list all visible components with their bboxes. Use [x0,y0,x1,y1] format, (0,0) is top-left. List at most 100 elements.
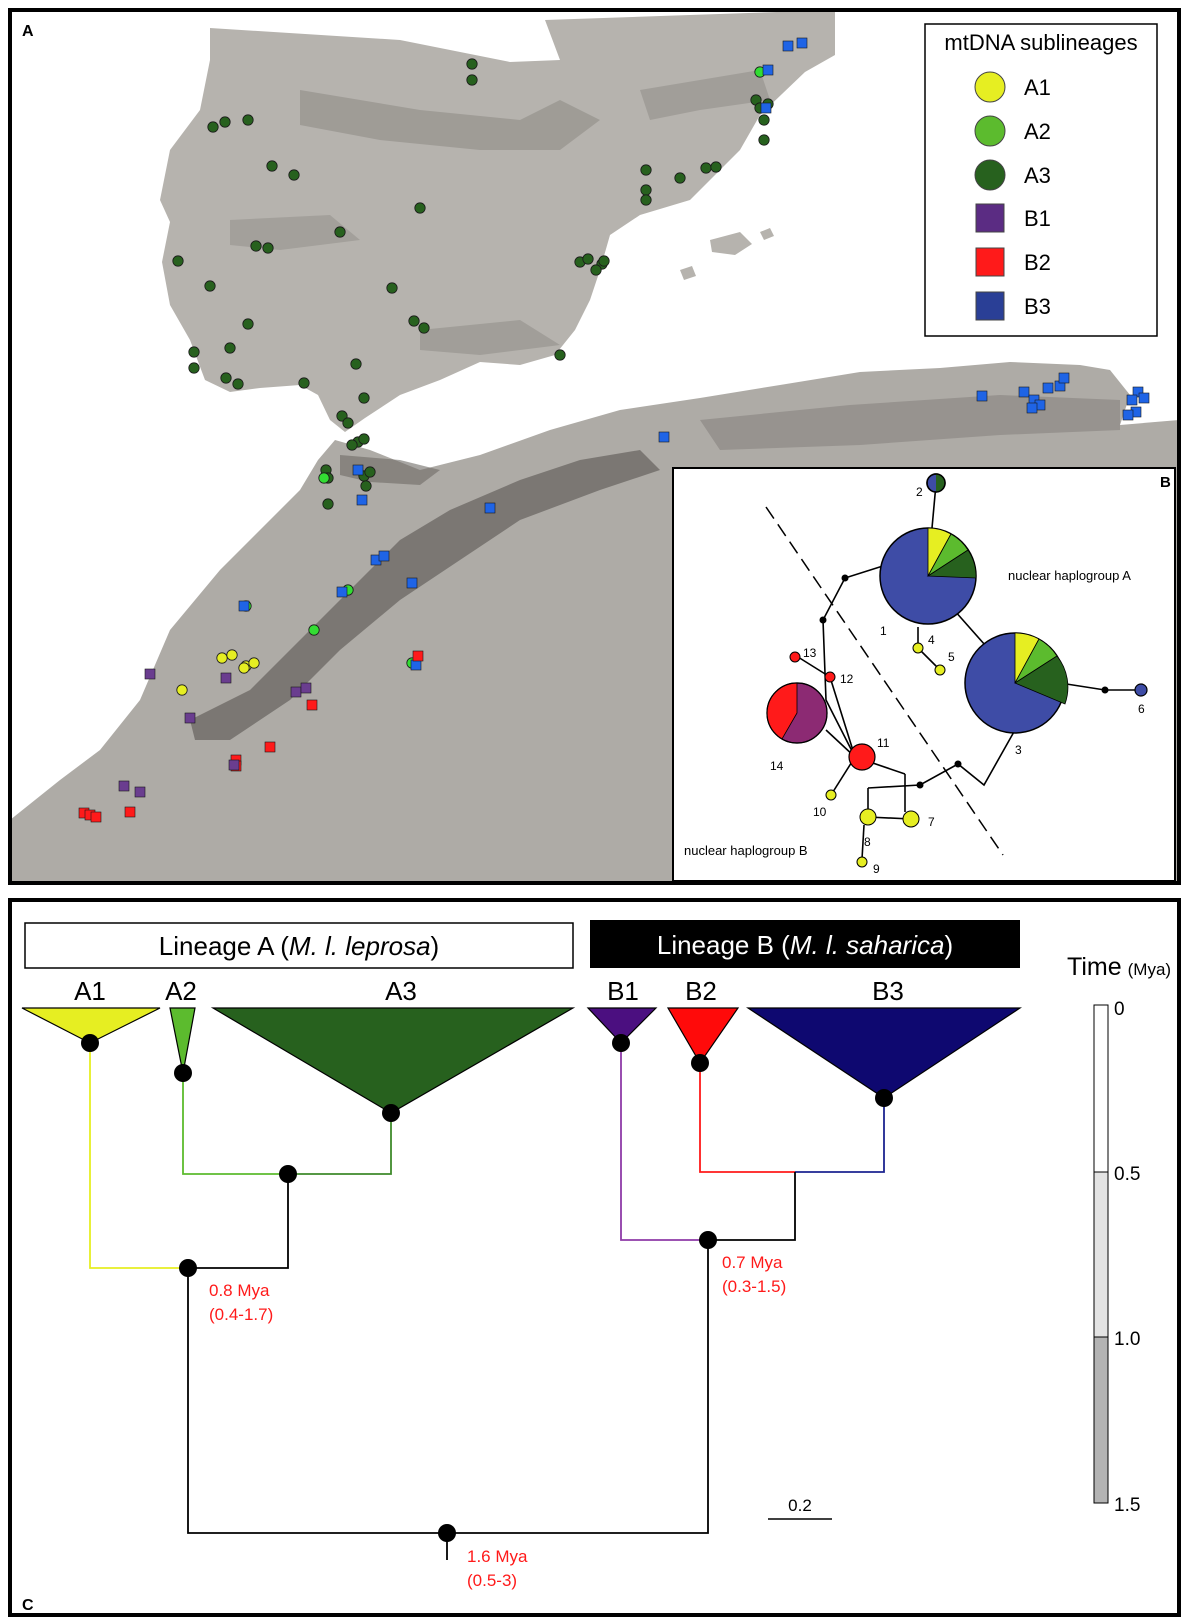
haplotype-2 [926,473,946,493]
sample-point-b1 [144,668,156,680]
haplotype-9 [856,856,868,868]
node-a-ci: (0.4-1.7) [209,1305,273,1324]
sample-point-b2 [264,741,276,753]
clade-b1-triangle [586,1007,658,1044]
tell-relief [700,395,1120,450]
iberia-relief-3 [420,320,560,355]
sample-point-a3 [358,433,370,445]
legend-title: mtDNA sublineages [944,30,1137,55]
legend-a2-label: A2 [1024,119,1051,144]
sample-point-a3 [188,346,200,358]
tree-branches [89,1043,885,1560]
node-lineage-b [699,1231,717,1249]
branch-b3 [795,1098,885,1173]
sample-point-a3 [342,417,354,429]
clade-a1-triangle [21,1007,161,1044]
clade-a3-triangle [210,1007,576,1114]
branch-b1 [620,1043,708,1241]
sample-point-a3 [220,372,232,384]
sample-point-a3 [598,255,610,267]
branch-b2b3-stem [708,1172,796,1241]
sample-point-b3 [1138,392,1150,404]
sample-point-a1 [176,684,188,696]
sample-point-b3 [406,577,418,589]
time-tick-0: 0 [1114,999,1125,1020]
sample-point-a3 [188,362,200,374]
lineage-a-title: Lineage A (M. l. leprosa) [159,931,439,961]
hap-label-8: 8 [864,835,871,849]
sample-point-a3 [350,358,362,370]
clade-b2-triangle [666,1007,740,1065]
sample-point-b3 [484,502,496,514]
legend-a1-label: A1 [1024,75,1051,100]
nuclear-haplogroup-a-label: nuclear haplogroup A [1008,568,1131,583]
hap-label-3: 3 [1015,743,1022,757]
sample-point-a1 [248,657,260,669]
sample-point-b3 [760,102,772,114]
sample-point-b3 [410,659,422,671]
sample-point-a3 [640,164,652,176]
haplotype-11 [848,743,876,771]
lineage-b-title: Lineage B (M. l. saharica) [657,930,953,960]
panel-b-letter: B [1160,474,1171,491]
sample-point-a3 [207,121,219,133]
sample-point-a3 [266,160,278,172]
sample-point-a3 [466,74,478,86]
time-scale: Time (Mya) 0 0.5 1.0 1.5 [1067,953,1171,1516]
hap-label-6: 6 [1138,702,1145,716]
nuclear-haplogroup-b-label: nuclear haplogroup B [684,843,808,858]
sample-point-a3 [674,172,686,184]
sample-point-a3 [700,162,712,174]
legend-b2-symbol [975,247,1005,277]
haplotype-8 [859,808,877,826]
sample-point-b3 [336,586,348,598]
sample-point-b1 [228,759,240,771]
sample-point-b2 [90,811,102,823]
clade-label-b2: B2 [685,976,717,1006]
branch-a1 [89,1043,188,1269]
sample-point-b2 [124,806,136,818]
sample-point-a3 [242,114,254,126]
legend-b3-symbol [975,291,1005,321]
sample-point-a3 [242,318,254,330]
haplotype-10 [825,789,837,801]
sample-point-a3 [758,114,770,126]
node-b-ci: (0.3-1.5) [722,1277,786,1296]
sample-point-b2 [306,699,318,711]
hap-label-2: 2 [916,485,923,499]
node-b3 [875,1089,893,1107]
legend-b3-label: B3 [1024,294,1051,319]
sample-point-a3 [582,253,594,265]
hap-label-1: 1 [880,624,887,638]
branch-b2 [699,1063,795,1173]
sample-point-b1 [300,682,312,694]
legend-a2-symbol [974,115,1006,147]
sample-point-b3 [238,600,250,612]
sample-point-b1 [134,786,146,798]
sample-point-a1 [216,652,228,664]
sample-point-b3 [796,37,808,49]
sample-point-a1 [226,649,238,661]
balearic-islands [680,228,774,280]
hap-label-4: 4 [928,633,935,647]
sample-point-a1 [238,662,250,674]
hap-label-7: 7 [928,815,935,829]
sample-point-b3 [352,464,364,476]
map-legend: mtDNA sublineages A1 A2 A3 B1 B2 B3 [924,23,1158,337]
sample-point-b1 [290,686,302,698]
sample-point-a3 [346,439,358,451]
branch-a2 [182,1073,290,1175]
hap-label-10: 10 [813,805,827,819]
haplotype-12 [824,671,836,683]
network-median-vectors [819,574,1109,789]
lineage-b-banner [590,920,1020,968]
panel-c-letter: C [22,1597,34,1614]
sample-point-b3 [356,494,368,506]
sample-point-a3 [386,282,398,294]
sample-point-a3 [288,169,300,181]
map-sampling-points [78,37,1150,823]
branch-a3 [290,1113,392,1175]
time-tick-0.5: 0.5 [1114,1164,1140,1185]
hap-label-11: 11 [877,736,890,750]
panel-a-letter: A [22,23,34,40]
